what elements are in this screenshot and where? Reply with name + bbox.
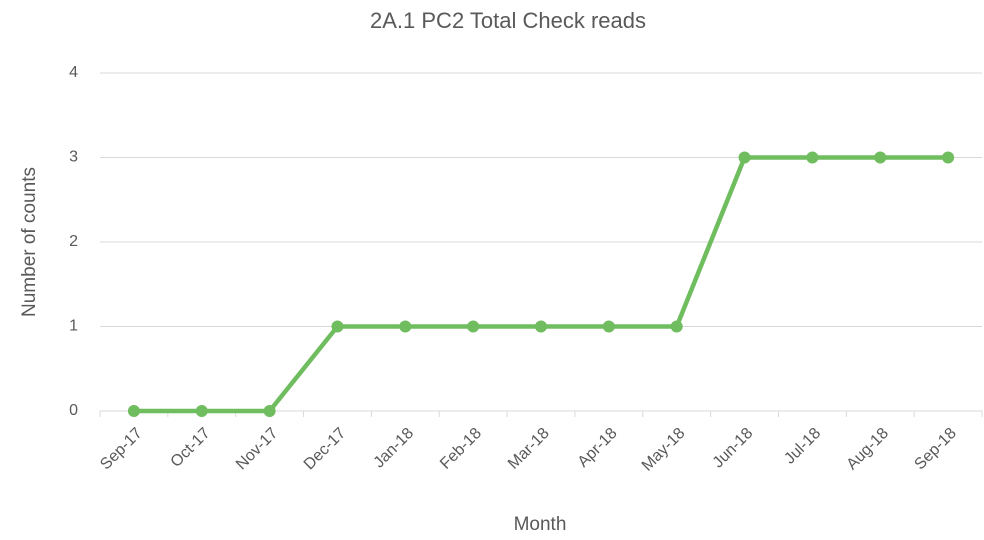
chart-title: 2A.1 PC2 Total Check reads — [370, 8, 646, 33]
x-tick-label: Oct-17 — [168, 425, 214, 471]
x-tick-label: Feb-18 — [437, 425, 485, 473]
marker — [195, 405, 208, 417]
x-tick-label: Sep-18 — [911, 425, 960, 474]
x-tick-label: Jul-18 — [781, 425, 824, 468]
y-tick-label: 1 — [69, 318, 78, 335]
x-tick-label: Dec-17 — [301, 425, 350, 474]
x-tick-label: Sep-17 — [97, 425, 146, 474]
marker — [535, 320, 547, 333]
x-tick-label: May-18 — [639, 425, 689, 475]
marker — [874, 151, 887, 164]
y-tick-label: 0 — [69, 402, 78, 419]
y-tick-label: 3 — [69, 149, 78, 166]
y-axis-title: Number of counts — [19, 167, 40, 317]
x-tick-label: Nov-17 — [233, 425, 282, 474]
marker — [806, 151, 819, 164]
line — [133, 155, 949, 414]
x-tick-label: Jan-18 — [371, 425, 418, 472]
x-tick-label: Apr-18 — [575, 425, 621, 471]
marker — [738, 151, 751, 164]
marker — [942, 151, 955, 164]
x-tick-label: Mar-18 — [505, 425, 553, 473]
marker — [670, 320, 683, 333]
marker — [602, 320, 615, 333]
marker — [331, 320, 344, 333]
marker — [399, 320, 412, 333]
x-tick-label: Jun-18 — [710, 425, 757, 472]
marker — [127, 405, 140, 417]
x-tick-label: Aug-18 — [844, 425, 893, 474]
marker — [263, 405, 276, 417]
y-tick-label: 4 — [69, 64, 78, 81]
x-axis-title: Month — [514, 514, 567, 535]
y-tick-label: 2 — [69, 233, 78, 250]
marker — [467, 320, 480, 333]
